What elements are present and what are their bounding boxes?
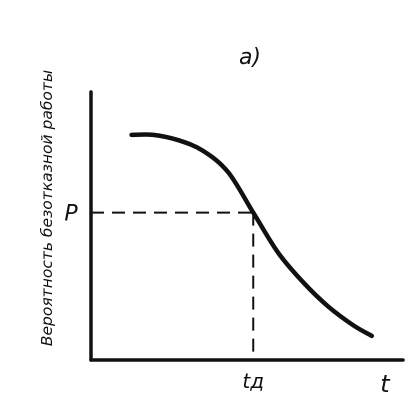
p-tick-label: P	[64, 202, 78, 227]
td-tick-label: tд	[242, 369, 264, 393]
panel-label: a)	[239, 45, 261, 70]
x-axis-title: t	[380, 370, 391, 398]
reliability-curve	[129, 132, 375, 339]
y-axis-title: Вероятность безотказной работы	[38, 70, 56, 346]
